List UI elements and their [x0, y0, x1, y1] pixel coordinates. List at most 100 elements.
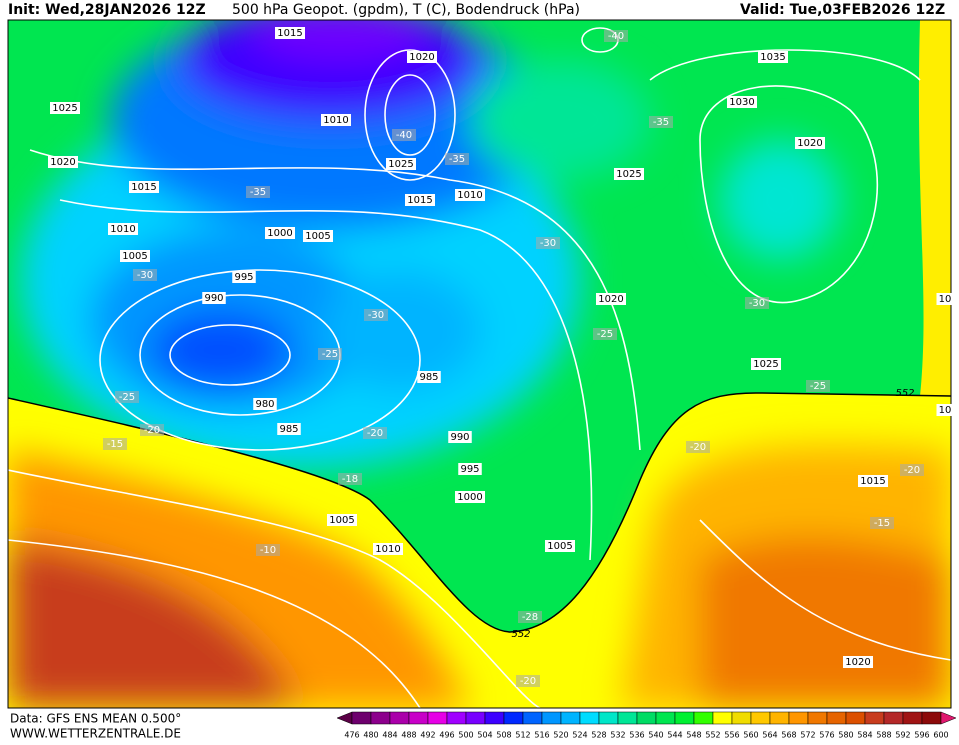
temperature-label: -40: [608, 31, 624, 42]
pressure-label: 985: [419, 372, 438, 383]
pressure-label: 1025: [753, 359, 778, 370]
pressure-label: 1035: [760, 52, 785, 63]
temperature-label-box: [338, 473, 362, 485]
temperature-label-box: [140, 424, 164, 436]
pressure-label-box: [232, 271, 256, 283]
temperature-label: -10: [260, 545, 276, 556]
pressure-label-box: [48, 156, 78, 168]
colorbar-label: 536: [629, 731, 644, 740]
colorbar-swatch: [503, 711, 524, 725]
colorbar-label: 560: [743, 731, 758, 740]
website: WWW.WETTERZENTRALE.DE: [10, 727, 181, 741]
temperature-label: -30: [540, 238, 556, 249]
colorbar-swatch: [902, 711, 923, 725]
pressure-label-box: [614, 168, 644, 180]
colorbar-label: 492: [420, 731, 435, 740]
temperature-label-box: [900, 464, 924, 476]
temperature-label-box: [516, 675, 540, 687]
pressure-label: 1015: [407, 195, 432, 206]
colorbar-swatch: [731, 711, 752, 725]
temperature-label: -30: [137, 270, 153, 281]
colorbar-swatch: [693, 711, 714, 725]
colorbar-swatch: [617, 711, 638, 725]
pressure-label-box: [386, 158, 416, 170]
pressure-label-box: [321, 114, 351, 126]
pressure-label-box: [277, 423, 301, 435]
colorbar-swatch: [636, 711, 657, 725]
colorbar-label: 564: [762, 731, 777, 740]
colorbar-label: 524: [572, 731, 587, 740]
pressure-label-box: [448, 431, 472, 443]
init-time: Init: Wed,28JAN2026 12Z: [8, 2, 206, 18]
pressure-label-box: [202, 292, 226, 304]
temperature-label: -20: [690, 442, 706, 453]
contour-552-label: 552: [511, 629, 530, 640]
colorbar-label: 500: [458, 731, 473, 740]
temperature-label: -20: [904, 465, 920, 476]
colorbar-swatch: [560, 711, 581, 725]
temperature-label-box: [806, 380, 830, 392]
colorbar-label: 576: [819, 731, 834, 740]
pressure-label: 1020: [797, 138, 822, 149]
temperature-label: -35: [653, 117, 669, 128]
pressure-label-box: [455, 189, 485, 201]
colorbar-swatch: [446, 711, 467, 725]
colorbar-label: 528: [591, 731, 606, 740]
warm-field: [8, 445, 951, 708]
pressure-label: 1015: [131, 182, 156, 193]
colorbar-swatch: [541, 711, 562, 725]
colorbar-label: 588: [876, 731, 891, 740]
temperature-label: -18: [342, 474, 358, 485]
colorbar-swatch: [788, 711, 809, 725]
colorbar-label: 544: [667, 731, 682, 740]
isobars: [8, 27, 951, 708]
temperature-label: -25: [810, 381, 826, 392]
colorbar-swatch: [769, 711, 790, 725]
colorbar-swatch: [712, 711, 733, 725]
pressure-label-box: [727, 96, 757, 108]
pressure-label: 995: [460, 464, 479, 475]
pressure-label-box: [129, 181, 159, 193]
colorbar-swatch: [408, 711, 429, 725]
pressure-label: 1005: [305, 231, 330, 242]
colorbar-swatch: [921, 711, 942, 725]
colorbar-arrow-low: [336, 711, 353, 725]
colorbar-swatch: [522, 711, 543, 725]
pressure-label-box: [405, 194, 435, 206]
colorbar-label: 596: [914, 731, 929, 740]
pressure-label: 1000: [267, 228, 292, 239]
pressure-label: 1010: [323, 115, 348, 126]
pressure-label-box: [843, 656, 873, 668]
temperature-label-box: [445, 153, 469, 165]
temperature-label-box: [604, 30, 628, 42]
colorbar-label: 520: [553, 731, 568, 740]
colorbar-label: 552: [705, 731, 720, 740]
colorbar-swatch: [484, 711, 505, 725]
pressure-label-box: [373, 543, 403, 555]
pressure-label-box: [455, 491, 485, 503]
pressure-label-box: [758, 51, 788, 63]
colorbar-swatch: [807, 711, 828, 725]
pressure-label: 990: [204, 293, 223, 304]
pressure-label-box: [265, 227, 295, 239]
warm-region-east: [918, 20, 951, 396]
temperature-label: -25: [597, 329, 613, 340]
colorbar-swatch: [465, 711, 486, 725]
map-title: 500 hPa Geopot. (gpdm), T (C), Bodendruc…: [232, 2, 580, 18]
pressure-label: 1005: [547, 541, 572, 552]
pressure-label-box: [596, 293, 626, 305]
temperature-label: -40: [396, 130, 412, 141]
temperature-label-box: [686, 441, 710, 453]
colorbar-label: 584: [857, 731, 872, 740]
map-field: [8, 20, 951, 708]
colorbar-label: 532: [610, 731, 625, 740]
pressure-label-box: [751, 358, 781, 370]
temperature-label: -15: [107, 439, 123, 450]
temperature-label-box: [246, 186, 270, 198]
colorbar-swatch: [579, 711, 600, 725]
pressure-label: 1010: [457, 190, 482, 201]
colorbar-label: 496: [439, 731, 454, 740]
colorbar-label: 504: [477, 731, 492, 740]
temperature-label: -35: [250, 187, 266, 198]
